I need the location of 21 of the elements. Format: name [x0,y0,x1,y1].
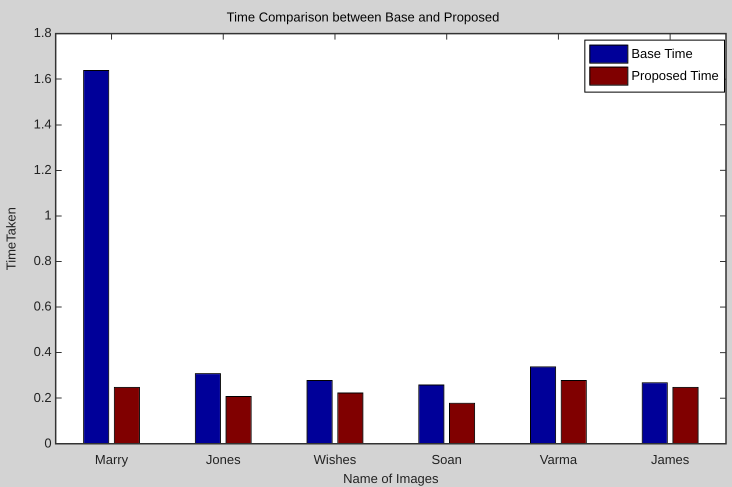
legend-label: Proposed Time [631,68,719,84]
x-tick-label: Varma [540,452,578,468]
x-tick-label: Wishes [314,452,357,468]
y-axis-title: TimeTaken [3,207,18,270]
y-tick-label: 1.2 [34,162,52,177]
x-tick-label: James [650,452,690,468]
legend-label: Base Time [631,46,693,62]
x-tick-label: Soan [432,452,462,468]
x-axis-title: Name of Images [343,470,440,486]
y-tick-label: 0.8 [34,253,52,268]
y-tick-label: 1.6 [34,70,52,86]
x-tick-label: Marry [94,452,129,468]
y-tick-label: 1.8 [34,25,52,40]
y-tick-label: 1 [44,207,52,222]
y-tick-label: 1.4 [34,116,52,132]
chart-title: Time Comparison between Base and Proposed [226,9,500,24]
x-tick-label: Jones [206,452,242,468]
y-tick-label: 0.4 [34,344,52,360]
y-tick-label: 0.2 [34,390,52,405]
y-tick-label: 0.6 [34,298,52,314]
y-tick-label: 0 [44,435,52,450]
